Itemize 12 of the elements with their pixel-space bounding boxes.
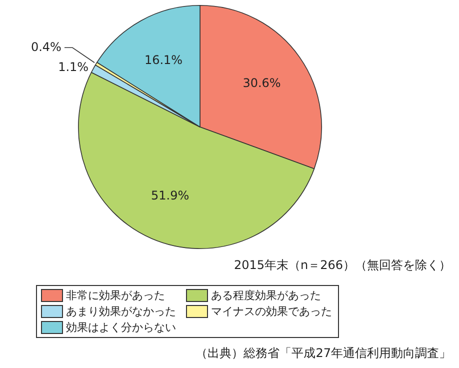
data-label: 0.4% [30,40,62,54]
text: （出典）総務省「平成27年通信利用動向調査」 [196,345,451,362]
legend-label: 非常に効果があった [66,288,165,303]
data-label: 16.1% [144,53,183,68]
text: 2015年末（n＝266）（無回答を除く） [234,257,451,274]
data-label: 1.1% [58,60,89,74]
legend-label: マイナスの効果であった [211,304,332,319]
data-label: 51.9% [151,188,190,202]
legend-label: あまり効果がなかった [66,304,176,319]
data-label: 30.6% [242,76,281,90]
legend-label: ある程度効果があった [211,288,321,303]
legend-label: 効果はよく分からない [66,320,176,335]
